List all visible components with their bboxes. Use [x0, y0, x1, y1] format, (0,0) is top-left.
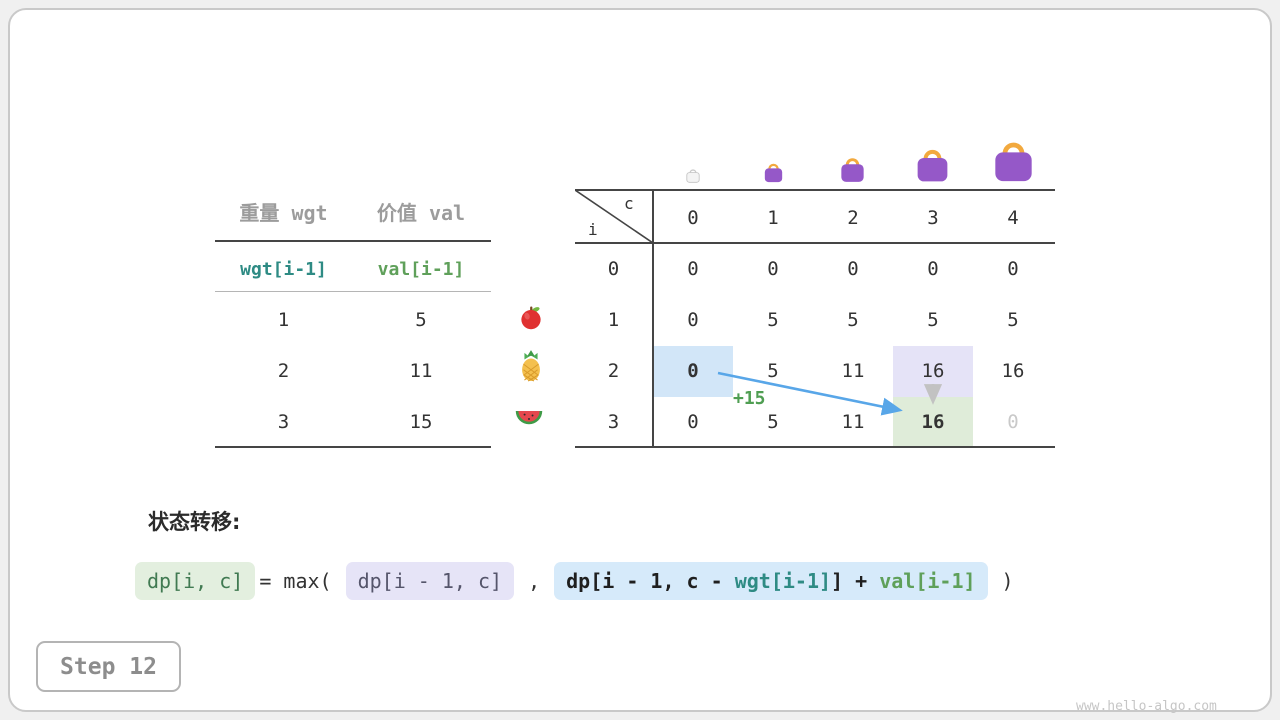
formula-option2-val: val[i-1] — [879, 569, 976, 593]
dp-col-header-4: 4 — [1007, 207, 1019, 229]
item-value-2: 11 — [409, 360, 433, 382]
dp-cell-r0c1: 0 — [767, 258, 779, 280]
dp-corner-col-var: c — [624, 194, 634, 213]
dp-cell-r3c4: 0 — [1007, 411, 1019, 433]
watermelon-icon — [514, 404, 544, 434]
dp-cell-r1c0: 0 — [687, 309, 699, 331]
formula-option2: dp[i - 1, c - wgt[i-1]] + val[i-1] — [554, 562, 988, 600]
dp-row-header-3: 3 — [607, 411, 620, 433]
item-table-rule-mid — [215, 291, 491, 292]
dp-cell-r0c0: 0 — [687, 258, 699, 280]
dp-cell-r0c2: 0 — [847, 258, 859, 280]
dp-table-rule-header — [575, 242, 1055, 244]
formula-option2-wgt: wgt[i-1] — [734, 569, 832, 593]
dp-corner-diagonal — [575, 190, 653, 243]
dp-cell-r2c3: 16 — [921, 360, 945, 382]
dp-cell-r1c2: 5 — [847, 309, 859, 331]
dp-cell-r2c2: 11 — [841, 360, 865, 382]
dp-cell-highlight-current — [893, 397, 973, 447]
bag-icon-0 — [685, 168, 701, 187]
formula-lhs: dp[i, c] — [135, 562, 256, 600]
item-value-3: 15 — [409, 411, 433, 433]
watermark: www.hello-algo.com — [1076, 699, 1217, 714]
dp-table-rule-top — [575, 189, 1055, 191]
dp-col-header-1: 1 — [767, 207, 779, 229]
item-weight-2: 2 — [277, 360, 290, 382]
dp-row-header-2: 2 — [607, 360, 620, 382]
dp-cell-r2c4: 16 — [1001, 360, 1025, 382]
dp-cell-r3c3: 16 — [921, 411, 945, 433]
pineapple-icon — [516, 350, 546, 382]
apple-icon — [516, 302, 546, 332]
item-table-rule-bottom — [215, 446, 491, 448]
transition-arrows — [717, 371, 943, 416]
dp-table-rule-bottom — [575, 446, 1055, 448]
formula-closing: ) — [1001, 569, 1014, 593]
item-weight-1: 1 — [277, 309, 290, 331]
item-table-header-weight: 重量 wgt — [239, 200, 328, 225]
dp-col-header-3: 3 — [927, 207, 939, 229]
bag-icon-1 — [762, 162, 785, 187]
formula-option1: dp[i - 1, c] — [345, 562, 515, 600]
dp-cell-r2c1: 5 — [767, 360, 779, 382]
dp-cell-r3c0: 0 — [687, 411, 699, 433]
item-value-1: 5 — [415, 309, 427, 331]
item-table-rule-top — [215, 240, 491, 242]
state-transition-heading: 状态转移: — [148, 510, 241, 534]
step-indicator: Step 12 — [36, 641, 181, 692]
item-table-header-value: 价值 val — [376, 200, 466, 225]
dp-cell-r2c0: 0 — [687, 360, 699, 382]
dp-cell-r0c3: 0 — [927, 258, 939, 280]
state-transition-formula: dp[i, c] = max( dp[i - 1, c] , dp[i - 1,… — [135, 558, 1018, 604]
item-table-var-weight: wgt[i-1] — [240, 258, 327, 280]
transition-arrow-blue — [717, 371, 903, 416]
dp-cell-r0c4: 0 — [1007, 258, 1019, 280]
bag-icon-3 — [913, 147, 952, 187]
bag-icon-4 — [990, 139, 1037, 187]
dp-cell-r3c1: 5 — [767, 411, 779, 433]
dp-cell-r1c4: 5 — [1007, 309, 1019, 331]
dp-row-header-0: 0 — [607, 258, 620, 280]
formula-operator: = max( — [259, 569, 332, 593]
dp-row-header-1: 1 — [607, 309, 620, 331]
dp-table-rule-vertical — [652, 189, 654, 448]
formula-separator: , — [528, 569, 541, 593]
dp-col-header-0: 0 — [687, 207, 699, 229]
dp-cell-r1c3: 5 — [927, 309, 939, 331]
dp-corner-row-var: i — [588, 220, 598, 239]
bag-icon-2 — [838, 156, 867, 187]
item-table-var-value: val[i-1] — [377, 258, 465, 280]
formula-option2-mid: ] + — [831, 569, 880, 593]
dp-cell-r1c1: 5 — [767, 309, 779, 331]
dp-cell-r3c2: 11 — [841, 411, 865, 433]
item-weight-3: 3 — [277, 411, 290, 433]
dp-cell-highlight-source — [654, 346, 733, 397]
dp-col-header-2: 2 — [847, 207, 859, 229]
formula-option2-prefix: dp[i - 1, c - — [566, 569, 735, 593]
transition-annotation: +15 — [733, 388, 766, 409]
